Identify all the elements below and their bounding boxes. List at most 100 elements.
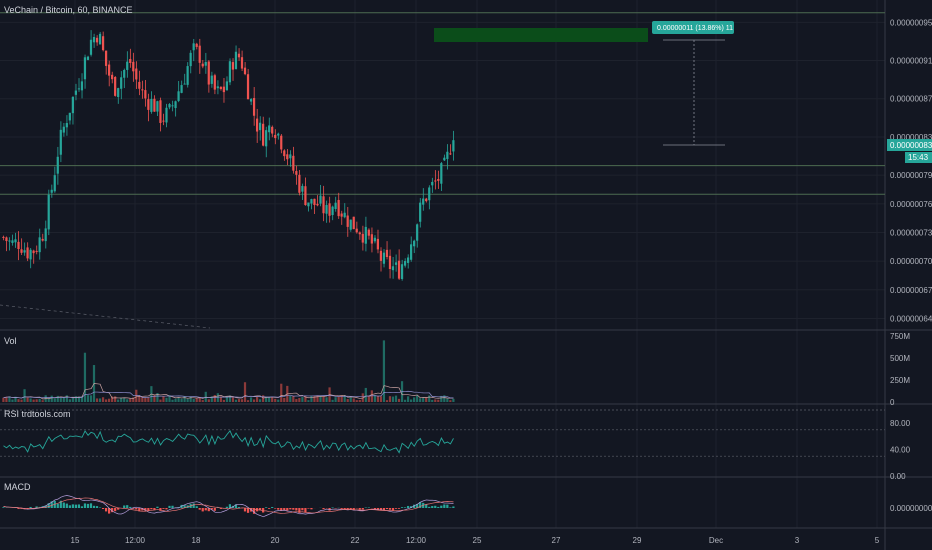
macd-histogram-bar — [331, 507, 334, 508]
macd-histogram-bar — [29, 506, 32, 508]
volume-bar — [228, 395, 232, 402]
price-axis-label: 0.00000064 — [890, 314, 932, 323]
volume-bar — [174, 398, 177, 402]
volume-bar — [313, 395, 316, 402]
macd-histogram-bar — [219, 508, 222, 509]
candle-body — [271, 126, 274, 134]
macd-histogram-bar — [434, 505, 437, 508]
volume-bar — [243, 382, 247, 402]
candle-body — [71, 96, 74, 114]
macd-histogram-bar — [403, 507, 407, 508]
volume-axis-label: 750M — [890, 332, 910, 341]
volume-bar — [2, 397, 5, 402]
volume-bar — [310, 395, 313, 402]
volume-bar — [222, 399, 225, 402]
time-axis-label: 22 — [351, 536, 360, 545]
candle-body — [44, 228, 47, 242]
candle-body — [189, 52, 192, 67]
volume-bar — [319, 395, 322, 402]
candle-body — [65, 123, 68, 128]
candle-body — [406, 257, 410, 263]
candle-body — [319, 195, 322, 204]
rsi-line — [0, 409, 885, 457]
volume-bar — [120, 397, 123, 402]
measure-label-box — [652, 21, 734, 34]
candle-body — [295, 171, 298, 175]
time-axis[interactable]: 15 12:00 18 20 22 12:00 25 27 29 Dec 3 5 — [71, 536, 880, 545]
volume-bar — [132, 397, 135, 402]
price-axis[interactable]: 0.00000095 0.00000091 0.00000087 0.00000083… — [890, 18, 932, 513]
macd-histogram-bar — [379, 508, 383, 511]
volume-bar — [86, 395, 90, 402]
volume-bar — [192, 399, 195, 402]
volume-bar — [379, 396, 383, 402]
candle-body — [162, 120, 165, 122]
macd-histogram-bar — [428, 506, 431, 508]
volume-bar — [123, 398, 126, 402]
volume-bar — [135, 389, 138, 402]
candle-body — [210, 75, 213, 84]
candle-body — [177, 91, 180, 101]
macd-histogram-bar — [292, 508, 295, 510]
volume-bar — [358, 399, 361, 402]
macd-histogram-bar — [204, 508, 207, 511]
macd-histogram-bar — [307, 508, 310, 509]
candle-body — [183, 83, 186, 85]
volume-bar — [23, 389, 26, 402]
volume-bar — [331, 399, 334, 402]
volume-pane-title[interactable]: Vol — [4, 336, 17, 346]
candle-body — [32, 250, 35, 254]
macd-histogram-bar — [132, 508, 135, 509]
candle-body — [83, 57, 87, 80]
macd-histogram-bar — [443, 504, 446, 508]
macd-histogram-bar — [38, 506, 41, 508]
macd-histogram-bar — [410, 506, 413, 508]
candle-body — [283, 150, 286, 157]
candle-body — [358, 232, 361, 235]
horizontal-levels[interactable] — [0, 12, 885, 195]
macd-histogram-bar — [397, 508, 401, 509]
volume-bar — [340, 395, 343, 402]
candle-body — [56, 156, 59, 174]
macd-histogram-bar — [126, 505, 129, 508]
time-axis-label: Dec — [709, 536, 723, 545]
volume-bar — [171, 399, 174, 402]
candle-body — [192, 43, 195, 51]
rsi-pane-title[interactable]: RSI trdtools.com — [4, 409, 71, 419]
measure-range-box[interactable] — [434, 28, 648, 42]
volume-bar — [32, 399, 35, 402]
volume-bar — [59, 398, 62, 402]
macd-histogram-bar — [71, 504, 74, 508]
volume-bar — [201, 400, 204, 402]
volume-bar — [38, 398, 41, 402]
macd-histogram-bar — [346, 508, 349, 510]
volume-bar — [255, 396, 259, 402]
volume-bar — [8, 396, 11, 402]
volume-bar — [147, 397, 150, 402]
rsi-axis-label: 80.00 — [890, 419, 911, 428]
volume-bar — [237, 399, 241, 402]
volume-bar — [446, 398, 449, 402]
candle-body — [165, 107, 168, 123]
candle-body — [180, 85, 183, 93]
macd-histogram-bar — [358, 508, 361, 510]
volume-bar — [98, 398, 102, 402]
macd-histogram-bar — [171, 505, 174, 508]
candle-body — [204, 61, 207, 66]
macd-histogram-bar — [237, 507, 241, 508]
time-axis-label: 20 — [271, 536, 280, 545]
dashed-trendline[interactable] — [0, 304, 211, 329]
price-axis-label: 0.00000076 — [890, 200, 932, 209]
price-axis-label: 0.00000073 — [890, 228, 932, 237]
symbol-title[interactable]: VeChain / Bitcoin, 60, BINANCE — [4, 5, 133, 15]
volume-bar — [68, 399, 71, 402]
candle-body — [186, 66, 189, 85]
candle-body — [237, 53, 241, 58]
macd-pane-title[interactable]: MACD — [4, 482, 31, 492]
candle-body — [123, 69, 126, 78]
volume-bar — [385, 400, 389, 402]
volume-bar — [129, 398, 132, 402]
candle-body — [325, 205, 328, 214]
candle-body — [403, 261, 407, 266]
